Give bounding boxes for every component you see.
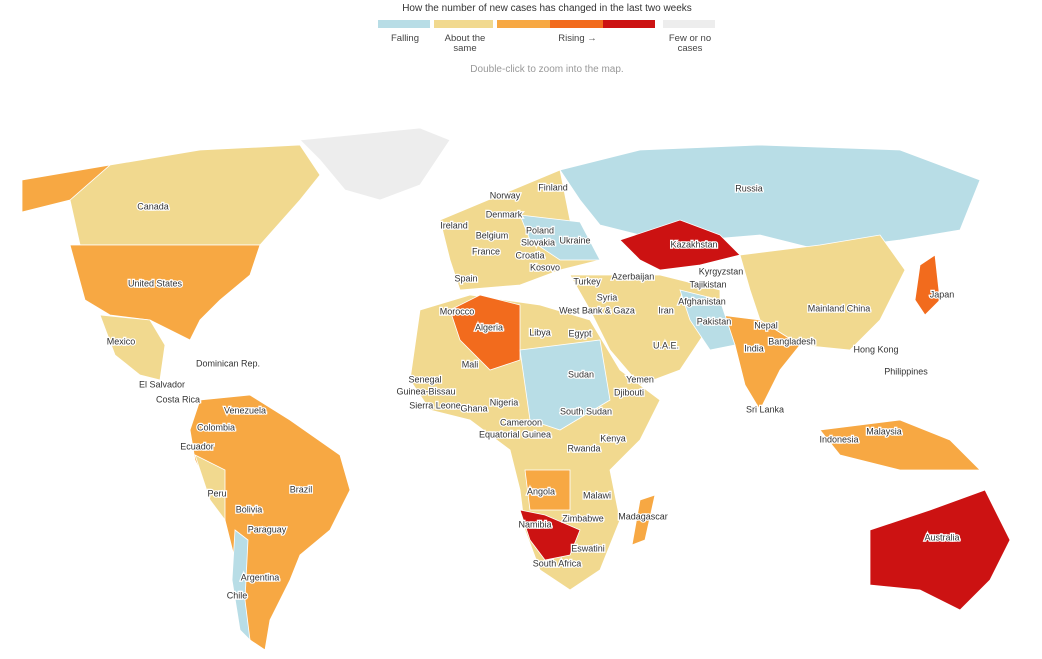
hint: Double-click to zoom into the map.	[470, 64, 624, 75]
country-label: Morocco	[440, 306, 475, 316]
country-label: United States	[128, 278, 183, 288]
country-label: Philippines	[884, 366, 928, 376]
country-label: Namibia	[518, 519, 551, 529]
country-label: Yemen	[626, 374, 654, 384]
country-label: Kazakhstan	[670, 239, 717, 249]
country-label: Malaysia	[866, 426, 902, 436]
country-label: Ireland	[440, 220, 468, 230]
legend-title: How the number of new cases has changed …	[402, 3, 692, 14]
country-label: Canada	[137, 201, 169, 211]
country-label: Bolivia	[236, 504, 263, 514]
country-label: Kosovo	[530, 262, 560, 272]
country-label: Turkey	[573, 276, 601, 286]
country-label: Chile	[227, 590, 248, 600]
country-label: U.A.E.	[653, 340, 679, 350]
country-label: Paraguay	[248, 524, 287, 534]
country-label: Finland	[538, 182, 568, 192]
country-label: Djibouti	[614, 387, 644, 397]
country-label: Bangladesh	[768, 336, 816, 346]
country-labels: Russia Finland Norway Denmark Ireland Poland B…	[105, 181, 960, 602]
country-label: Algeria	[475, 322, 503, 332]
country-label: Poland	[526, 225, 554, 235]
country-label: Angola	[527, 486, 555, 496]
legend-label: Falling	[391, 33, 419, 44]
country-label: Malawi	[583, 490, 611, 500]
country-label: Slovakia	[521, 237, 555, 247]
country-label: Indonesia	[819, 434, 858, 444]
country-label: Iran	[658, 305, 674, 315]
legend-label: Few or no cases	[668, 33, 712, 54]
legend-label: About the same	[444, 33, 486, 54]
country-label: Madagascar	[618, 511, 668, 521]
country-label: Australia	[924, 532, 959, 542]
swatch	[497, 20, 550, 28]
country-label: Zimbabwe	[562, 513, 604, 523]
country-label: Nepal	[754, 320, 778, 330]
legend-swatches	[378, 20, 715, 28]
country-label: Rwanda	[567, 443, 600, 453]
country-label: Dominican Rep.	[196, 358, 260, 368]
country-label: Syria	[597, 292, 618, 302]
country-label: France	[472, 246, 500, 256]
country-label: Belgium	[476, 230, 509, 240]
country-label: Kenya	[600, 433, 626, 443]
country-label: El Salvador	[139, 379, 185, 389]
country-label: Tajikistan	[689, 279, 726, 289]
country-label: South Africa	[533, 558, 582, 568]
country-label: Hong Kong	[853, 344, 898, 354]
country-label: Libya	[529, 327, 551, 337]
country-label: Sri Lanka	[746, 404, 784, 414]
country-label: Guinea-Bissau	[396, 386, 455, 396]
country-label: Equatorial Guinea	[479, 429, 551, 439]
country-label: Argentina	[241, 572, 280, 582]
country-label: West Bank & Gaza	[559, 305, 635, 315]
swatch	[378, 20, 430, 28]
country-label: Ghana	[460, 403, 487, 413]
country-label: Croatia	[515, 250, 544, 260]
country-label: Sierra Leone	[409, 400, 461, 410]
country-label: Japan	[930, 289, 955, 299]
land	[21, 127, 1011, 651]
country-label: Peru	[207, 488, 226, 498]
country-label: Cameroon	[500, 417, 542, 427]
country-label: Mali	[462, 359, 479, 369]
country-label: Venezuela	[224, 405, 266, 415]
country-label: Russia	[735, 183, 763, 193]
country-label: Spain	[454, 273, 477, 283]
swatch	[550, 20, 603, 28]
country-label: Sudan	[568, 369, 594, 379]
swatch	[434, 20, 493, 28]
country-label: Denmark	[486, 209, 523, 219]
country-label: Senegal	[408, 374, 441, 384]
country-label: South Sudan	[560, 406, 612, 416]
country-label: Ukraine	[559, 235, 590, 245]
country-label: Afghanistan	[678, 296, 726, 306]
country-label: Brazil	[290, 484, 313, 494]
country-label: Mexico	[107, 336, 136, 346]
country-label: Kyrgyzstan	[699, 266, 744, 276]
country-label: Ecuador	[180, 441, 214, 451]
country-label: Eswatini	[571, 543, 605, 553]
country-label: Costa Rica	[156, 394, 200, 404]
country-label: Pakistan	[697, 316, 732, 326]
country-label: Azerbaijan	[612, 271, 655, 281]
country-label: Egypt	[568, 328, 592, 338]
swatch	[663, 20, 715, 28]
legend-label: Rising →	[558, 33, 597, 44]
country-label: Colombia	[197, 422, 235, 432]
country-label: Nigeria	[490, 397, 519, 407]
country-label: India	[744, 343, 764, 353]
swatch	[603, 20, 655, 28]
country-label: Mainland China	[808, 303, 871, 313]
country-label: Norway	[490, 190, 521, 200]
